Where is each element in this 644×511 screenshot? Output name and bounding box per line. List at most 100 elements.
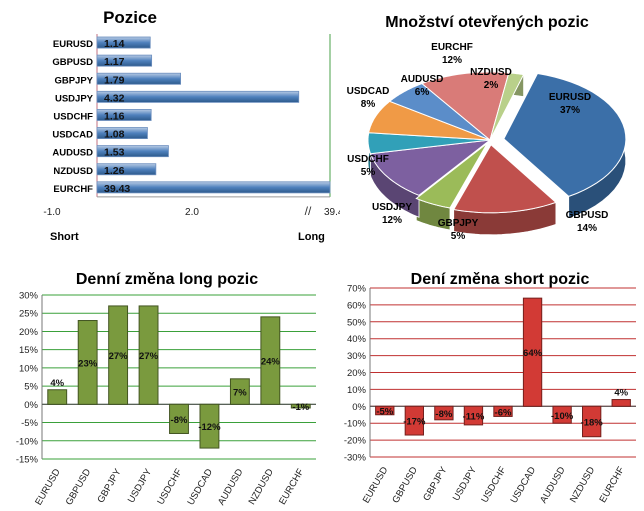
bar <box>463 405 484 426</box>
value-label: 1.08 <box>104 129 125 141</box>
y-tick-label: 70% <box>347 284 367 295</box>
bar <box>77 320 98 405</box>
y-tick-label: -15% <box>16 455 39 466</box>
pie-slice-label: USDJPY <box>372 202 412 213</box>
y-tick-label: 25% <box>19 309 39 320</box>
pie-slice <box>369 139 492 196</box>
pie-slice-label: NZDUSD <box>470 67 512 78</box>
pie-slice-value: 6% <box>415 87 430 98</box>
pie-slice-value: 12% <box>382 215 402 226</box>
category-label: EURCHF <box>53 184 93 195</box>
bar <box>404 405 424 436</box>
value-label: -10% <box>551 411 574 422</box>
category-label: AUDUSD <box>538 465 568 505</box>
bar <box>96 127 148 140</box>
bar <box>434 405 454 421</box>
category-label: EURUSD <box>361 465 391 505</box>
positions-chart: Pozice EURUSD 1.14 GBPUSD 1.17 GBPJPY 1.79 USD… <box>43 8 340 243</box>
category-label: USDCAD <box>509 465 539 505</box>
y-tick-label: 10% <box>347 385 367 396</box>
pie-slice-label: GBPUSD <box>566 210 609 221</box>
y-tick-label: 0% <box>24 400 38 411</box>
pie-slice-label: USDCHF <box>347 154 389 165</box>
y-tick-label: 20% <box>347 368 367 379</box>
pie-slice-value: 5% <box>361 167 376 178</box>
category-label: USDJPY <box>451 464 480 503</box>
category-label: GBPJPY <box>95 466 124 505</box>
category-label: EURUSD <box>33 467 63 507</box>
pie-slice-value: 37% <box>560 105 580 116</box>
pie-slice <box>452 143 557 214</box>
category-label: USDJPY <box>126 466 155 505</box>
value-label: -11% <box>463 412 485 423</box>
category-label: GBPJPY <box>421 464 450 503</box>
bar <box>96 109 152 121</box>
y-tick-label: 0% <box>352 402 366 413</box>
value-label: -1% <box>292 402 309 413</box>
value-label: 1.17 <box>104 56 125 68</box>
bar <box>96 163 157 176</box>
category-label: USDJPY <box>55 93 94 104</box>
value-label: -17% <box>403 417 426 428</box>
value-label: -18% <box>581 418 604 429</box>
category-label: GBPUSD <box>52 57 93 68</box>
bar <box>375 405 395 416</box>
value-label: 24% <box>261 357 281 368</box>
value-label: 64% <box>523 348 543 359</box>
pie-slice <box>421 71 510 141</box>
short-change-chart-title: Dení změna short pozic <box>411 271 590 288</box>
y-tick-label: -20% <box>344 436 367 447</box>
y-tick-label: 10% <box>19 363 39 374</box>
x-tick-label: 39.4 <box>324 207 340 218</box>
pie-slice-value: 2% <box>484 80 499 91</box>
short-label: Short <box>50 231 79 243</box>
open-positions-pie-panel: Množství otevřených pozic EURUSD 37% GBPUS… <box>340 0 644 250</box>
pie-slice <box>368 100 491 141</box>
pie-slice-value: 14% <box>577 223 597 234</box>
bar <box>96 145 169 158</box>
short-change-chart: Dení změna short pozic 70% 60% 50% 40% 30% 20… <box>344 271 636 505</box>
y-tick-label: 30% <box>19 291 39 302</box>
y-tick-label: -10% <box>16 436 39 447</box>
category-label: AUDUSD <box>52 148 93 159</box>
category-label: USDCHF <box>53 111 93 122</box>
pie-slice-label: EURUSD <box>549 92 591 103</box>
x-tick-label: -1.0 <box>43 207 61 218</box>
open-positions-pie-chart: Množství otevřených pozic EURUSD 37% GBPUS… <box>347 14 627 242</box>
positions-chart-title: Pozice <box>103 8 157 27</box>
category-label: USDCAD <box>52 130 93 141</box>
value-label: 1.79 <box>104 74 125 86</box>
value-label: 1.26 <box>104 165 125 177</box>
category-label: GBPUSD <box>64 467 94 507</box>
y-tick-label: 5% <box>24 382 38 393</box>
bar <box>96 90 300 103</box>
pie-slice-label: EURCHF <box>431 42 473 53</box>
pie-slice-label: GBPJPY <box>438 218 479 229</box>
category-label: USDCAD <box>185 467 215 507</box>
y-tick-label: 60% <box>347 300 367 311</box>
value-label: 27% <box>139 351 159 362</box>
x-tick-label: 2.0 <box>185 207 199 218</box>
bar <box>47 389 68 405</box>
y-tick-label: 30% <box>347 351 367 362</box>
pie-chart-title: Množství otevřených pozic <box>385 14 589 31</box>
value-label: -6% <box>495 407 512 418</box>
bar <box>96 36 151 49</box>
value-label: -8% <box>435 409 452 420</box>
y-tick-label: 40% <box>347 334 367 345</box>
bar <box>229 378 250 405</box>
pie-slice <box>388 83 491 141</box>
pie-slice-label: AUDUSD <box>401 74 444 85</box>
value-label: 4.32 <box>104 92 125 104</box>
value-label: 27% <box>109 351 129 362</box>
value-label: 1.16 <box>104 110 125 122</box>
category-label: EURCHF <box>277 467 306 507</box>
value-label: -12% <box>198 422 221 433</box>
bar <box>260 316 281 405</box>
y-tick-label: 50% <box>347 317 367 328</box>
long-label: Long <box>298 231 325 243</box>
y-tick-label: -10% <box>344 419 367 430</box>
bar <box>522 297 543 407</box>
category-label: USDCHF <box>155 467 184 507</box>
y-tick-label: 20% <box>19 327 39 338</box>
